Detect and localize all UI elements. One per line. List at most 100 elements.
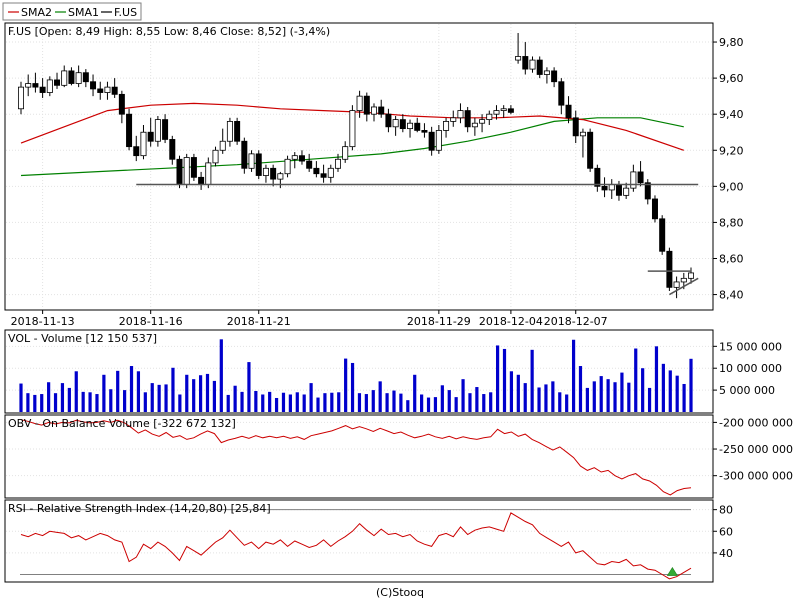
candle-body bbox=[363, 95, 370, 115]
volume-bar bbox=[668, 370, 672, 412]
candle-body bbox=[46, 79, 53, 93]
candle bbox=[334, 153, 341, 172]
candle-body bbox=[558, 81, 565, 106]
candle-body bbox=[32, 83, 39, 88]
volume-bar bbox=[420, 394, 424, 412]
volume-bar bbox=[53, 393, 58, 412]
volume-bar bbox=[288, 394, 292, 412]
volume-bar bbox=[316, 397, 320, 412]
volume-bar bbox=[599, 376, 603, 412]
candle-body bbox=[75, 72, 82, 84]
sma2-line bbox=[20, 102, 684, 151]
candle bbox=[486, 110, 493, 126]
candle bbox=[500, 105, 507, 118]
price-y-tick-label: 8,80 bbox=[719, 216, 744, 229]
candle bbox=[291, 152, 298, 169]
candle bbox=[572, 110, 579, 144]
legend-sma2-label: SMA2 bbox=[21, 6, 52, 19]
volume-bar bbox=[40, 394, 44, 412]
volume-bar bbox=[164, 384, 168, 412]
volume-bar bbox=[378, 381, 382, 412]
candle bbox=[277, 171, 284, 189]
volume-bar bbox=[364, 394, 368, 412]
volume-bar bbox=[143, 392, 147, 412]
candle bbox=[688, 267, 695, 284]
volume-bar bbox=[578, 366, 583, 412]
candle bbox=[371, 103, 378, 122]
volume-bar bbox=[281, 392, 286, 412]
volume-bar bbox=[661, 363, 665, 412]
volume-bar bbox=[60, 383, 65, 412]
candle-body bbox=[371, 106, 378, 115]
candle-body bbox=[507, 108, 514, 113]
volume-bar bbox=[413, 374, 417, 412]
volume-bar bbox=[585, 387, 589, 412]
volume-bar bbox=[495, 345, 500, 412]
volume-y-axis: 15 000 000 10 000 000 5 000 000 bbox=[713, 340, 782, 397]
price-grid bbox=[6, 24, 712, 309]
candle-body bbox=[399, 119, 406, 130]
candle bbox=[356, 90, 363, 118]
candle-body bbox=[428, 131, 435, 151]
candle bbox=[392, 115, 399, 136]
candle bbox=[262, 164, 269, 183]
volume-bar bbox=[689, 358, 693, 412]
candle-body bbox=[673, 281, 680, 288]
sma1-line bbox=[20, 117, 684, 177]
candle bbox=[46, 76, 53, 97]
volume-bar bbox=[544, 384, 548, 412]
candle bbox=[565, 96, 572, 124]
candle-body bbox=[61, 70, 68, 86]
volume-bar bbox=[178, 394, 182, 412]
volume-bar bbox=[606, 379, 610, 412]
candle bbox=[493, 105, 500, 120]
candle-body bbox=[118, 93, 125, 115]
candle bbox=[637, 161, 644, 187]
candle bbox=[75, 65, 82, 88]
candle-body bbox=[39, 86, 46, 93]
price-annotations bbox=[136, 183, 699, 296]
candle-body bbox=[291, 155, 298, 160]
candle-body bbox=[183, 157, 190, 185]
candle-body bbox=[608, 184, 615, 191]
candle bbox=[471, 117, 478, 136]
volume-bar bbox=[337, 392, 341, 412]
price-indicator-lines bbox=[20, 102, 684, 177]
candle bbox=[90, 74, 97, 97]
candle-body bbox=[169, 139, 176, 160]
volume-bar bbox=[392, 390, 396, 412]
volume-bar bbox=[447, 390, 451, 412]
volume-panel-header: VOL - Volume [12 150 537] bbox=[8, 332, 157, 345]
candle bbox=[623, 182, 630, 199]
candle-body bbox=[25, 83, 32, 88]
volume-bar bbox=[192, 379, 196, 412]
candle-body bbox=[270, 167, 277, 180]
candle-body bbox=[515, 56, 522, 61]
candle-body bbox=[190, 157, 197, 178]
volume-bar bbox=[537, 387, 541, 412]
candle-body bbox=[111, 86, 118, 95]
candle-body bbox=[688, 272, 695, 279]
candle-body bbox=[414, 122, 421, 131]
volume-bar bbox=[261, 394, 265, 412]
candle bbox=[673, 276, 680, 299]
candle-body bbox=[219, 140, 226, 151]
volume-bar bbox=[406, 400, 410, 412]
candle-body bbox=[421, 130, 428, 133]
volume-bar bbox=[233, 385, 237, 412]
rsi-line bbox=[20, 512, 692, 580]
candle-body bbox=[133, 146, 140, 157]
candle-body bbox=[205, 162, 212, 185]
candle bbox=[428, 126, 435, 156]
volume-bar bbox=[350, 362, 355, 412]
candle-body bbox=[392, 119, 399, 128]
candle bbox=[162, 114, 169, 144]
volume-bar bbox=[426, 397, 431, 412]
candle bbox=[457, 103, 464, 124]
rsi-series bbox=[20, 512, 692, 580]
candle-body bbox=[536, 59, 543, 75]
volume-bar bbox=[226, 394, 230, 412]
candle-body bbox=[543, 70, 550, 75]
price-panel-header: F.US [Open: 8,49 High: 8,55 Low: 8,46 Cl… bbox=[8, 25, 330, 38]
